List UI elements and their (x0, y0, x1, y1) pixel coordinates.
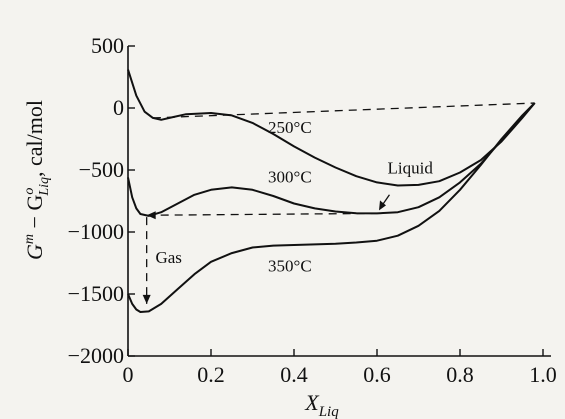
y-tick-label: −1500 (68, 281, 124, 306)
x-tick-label: 0.4 (280, 362, 308, 387)
liquid-arrow-head (379, 200, 386, 211)
x-tick-label: 0.2 (197, 362, 225, 387)
y-tick-label: 500 (91, 33, 124, 58)
x-tick-label: 0.6 (363, 362, 391, 387)
annotations-group: 250°C 300°C 350°C Liquid Gas (155, 118, 433, 276)
reference-lines (142, 102, 535, 304)
x-axis-title: XLiq (304, 390, 339, 419)
y-axis-title: Gm − GoLiq, cal/mol (22, 100, 52, 260)
annotation-label: Gas (155, 248, 181, 267)
series-line-300c (127, 102, 536, 217)
axes (127, 45, 551, 357)
x-tick-label: 1.0 (529, 362, 557, 387)
series-group (127, 69, 536, 313)
x-tick-label: 0.8 (446, 362, 474, 387)
gas-arrow-head (142, 294, 151, 304)
y-tick-label: −500 (79, 157, 124, 182)
y-tick-label: 0 (113, 95, 124, 120)
y-tick-label: −1000 (68, 219, 124, 244)
y-tick-label: −2000 (68, 343, 124, 368)
common-tangent-250 (152, 102, 535, 119)
annotation-label: Liquid (388, 159, 434, 178)
common-tangent-300 (146, 212, 378, 216)
annotation-label: 300°C (268, 167, 312, 186)
annotation-label: 250°C (268, 118, 312, 137)
series-line-350c (127, 102, 536, 313)
x-tick-label: 0 (123, 362, 134, 387)
annotation-label: 350°C (268, 257, 312, 276)
series-line-250c (127, 69, 536, 187)
